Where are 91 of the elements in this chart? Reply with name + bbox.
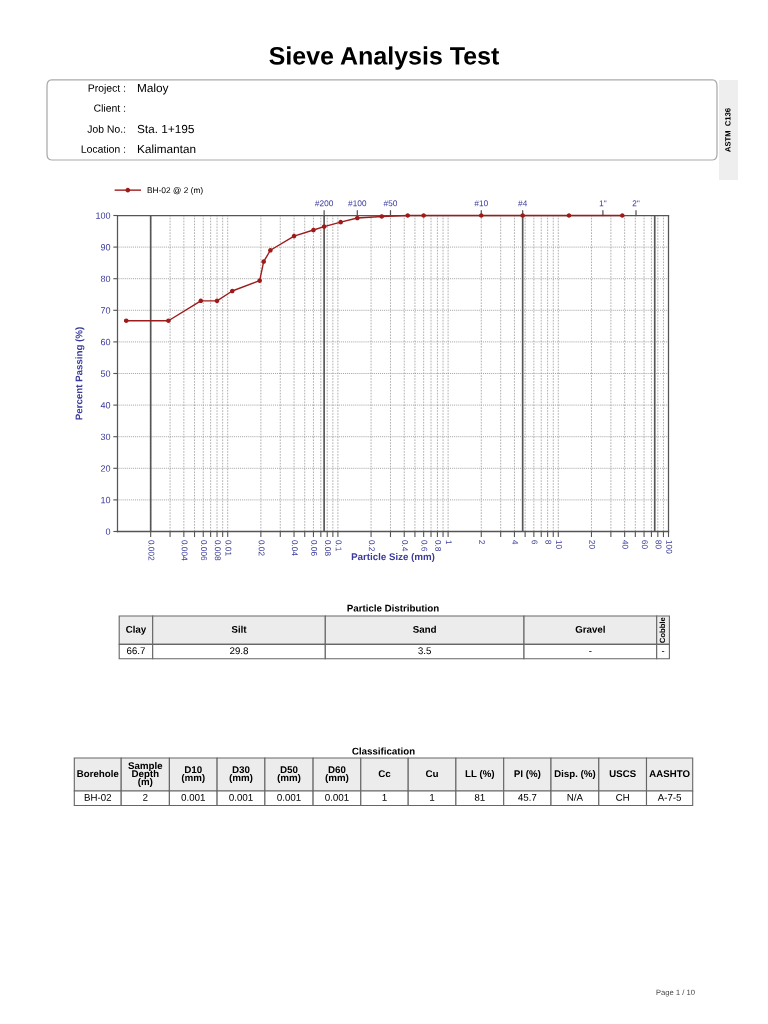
x-tick-label: 20 [589,540,596,549]
y-tick-label: 90 [100,244,111,251]
y-tick-label: 40 [100,402,111,409]
y-tick-label: 100 [96,212,111,219]
x-tick-label: 0.06 [311,540,318,556]
y-tick-label: 80 [100,275,111,283]
x-tick-label: 40 [622,540,629,549]
text: 29.8 [230,647,249,655]
text: Project : [88,84,126,94]
annotation: #50 [383,200,398,207]
x-tick-label: 0.8 [435,540,442,552]
x-tick-label: 8 [545,540,552,545]
x-tick-label: 100 [666,540,673,554]
y-tick-label: 0 [105,528,111,535]
x-tick-label: 10 [556,540,562,549]
text: Cc [378,770,391,778]
legend-label: BH-02 @ 2 (m) [147,187,203,195]
text: LL (%) [465,769,495,780]
text: N/A [567,793,583,801]
text: 0.001 [181,793,205,801]
annotation: #4 [518,200,528,207]
x-tick-label: 2 [479,540,485,545]
x-axis-title: Particle Size (mm) [351,552,435,563]
text: Cu [425,770,438,778]
text: 66.7 [126,647,145,655]
text: Disp. (%) [554,769,596,780]
text: Gravel [575,625,605,633]
text: 81 [474,793,485,801]
annotation: #10 [474,200,488,207]
text: 45.7 [518,794,537,801]
x-tick-label: 0.002 [148,540,155,561]
text: Borehole [77,769,119,778]
text: 0.001 [229,793,253,801]
annotation: #200 [314,200,334,207]
text: D50 (mm) [277,766,301,784]
text: 1 [382,794,387,801]
text: Clay [126,625,147,635]
x-tick-label: 80 [655,540,662,549]
x-tick-label: 0.6 [421,540,428,552]
text: Client : [94,104,126,112]
text: Silt [231,625,247,633]
x-tick-label: 4 [512,540,519,545]
x-tick-label: 0.006 [201,540,207,561]
text: D30 (mm) [229,766,253,784]
text: PI (%) [514,769,541,780]
x-tick-label: 0.04 [291,540,298,556]
text: - [661,651,665,652]
x-tick-label: 0.01 [225,540,232,556]
text: Sample Depth (m) [128,761,163,788]
x-tick-label: 0.008 [214,540,221,561]
x-tick-label: 60 [641,540,648,549]
chart-title: Sieve Analysis Test [269,46,500,70]
text: 0.001 [277,793,301,801]
x-tick-label: 0.1 [335,540,342,552]
text: Location : [81,145,126,153]
y-tick-label: 70 [100,307,111,314]
text: 2" [632,200,640,207]
x-tick-label: 0.2 [368,540,375,551]
text: Maloy [137,83,169,95]
x-tick-label: 6 [531,540,538,545]
y-axis-title: Percent Passing (%) [75,327,85,420]
text: BH-02 [84,793,112,801]
x-tick-label: 0.004 [181,540,188,561]
text: AASHTO [649,770,690,778]
annotation: #100 [348,200,367,207]
text: Job No.: [87,125,126,133]
text: Kalimantan [137,144,196,154]
y-tick-label: 20 [100,465,111,472]
text: 1 [430,794,435,801]
text: Sand [413,625,436,633]
y-tick-label: 10 [101,496,111,504]
x-tick-label: 0.4 [402,540,408,552]
text: 3.5 [418,647,431,655]
text: Classification [352,747,415,755]
y-tick-label: 60 [100,338,111,346]
text: - [589,651,592,652]
text: A-7-5 [657,794,682,801]
x-tick-label: 1 [445,540,452,545]
text: D10 (mm) [181,766,205,784]
x-tick-label: 0.08 [324,540,331,556]
text: USCS [609,770,636,778]
text: 0.001 [325,793,349,801]
text: CH [616,793,629,801]
text: Sta. 1+195 [137,124,194,134]
y-tick-label: 50 [100,370,111,377]
text: D60 (mm) [325,766,349,784]
x-tick-label: 0.02 [258,540,265,556]
y-tick-label: 30 [100,433,111,441]
text: Particle Distribution [347,604,439,612]
annotation: 1" [599,200,607,207]
text: 2 [143,793,148,801]
